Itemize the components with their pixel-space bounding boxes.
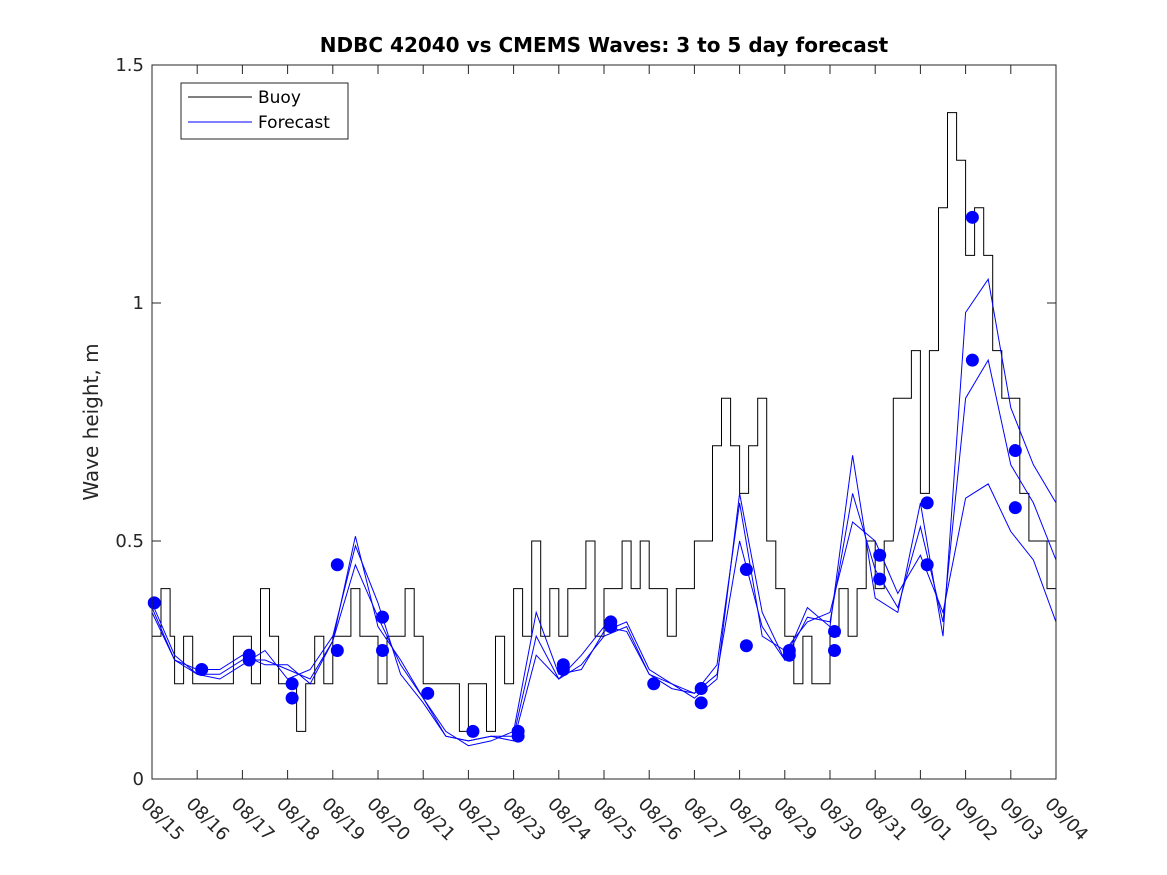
legend-buoy-label: Buoy <box>258 88 301 108</box>
y-tick-label: 0.5 <box>115 531 144 552</box>
legend-forecast-label: Forecast <box>258 113 330 133</box>
forecast-marker <box>1008 444 1022 458</box>
forecast-marker <box>511 729 525 743</box>
forecast-marker <box>376 610 390 624</box>
forecast-marker <box>739 563 753 577</box>
forecast-marker <box>242 653 256 667</box>
forecast-marker <box>873 572 887 586</box>
forecast-marker <box>421 686 435 700</box>
y-tick-label: 1 <box>133 293 144 314</box>
y-tick-label: 0 <box>133 769 144 790</box>
forecast-marker <box>965 353 979 367</box>
forecast-marker <box>330 643 344 657</box>
forecast-marker <box>873 548 887 562</box>
forecast-marker <box>920 496 934 510</box>
forecast-marker <box>556 663 570 677</box>
forecast-marker <box>1008 501 1022 515</box>
plot-area <box>152 65 1056 779</box>
forecast-marker <box>466 724 480 738</box>
forecast-series-line-2 <box>152 277 1056 747</box>
chart-title: NDBC 42040 vs CMEMS Waves: 3 to 5 day fo… <box>320 33 889 57</box>
forecast-marker <box>604 620 618 634</box>
forecast-marker <box>828 643 842 657</box>
legend: Buoy Forecast <box>180 82 349 140</box>
forecast-marker <box>694 682 708 696</box>
forecast-marker <box>782 648 796 662</box>
marker-layer <box>147 210 1022 743</box>
forecast-marker <box>647 677 661 691</box>
legend-box <box>180 82 349 140</box>
series-layer <box>152 112 1056 747</box>
forecast-marker <box>828 624 842 638</box>
forecast-marker <box>694 696 708 710</box>
forecast-marker <box>147 596 161 610</box>
plot-frame <box>151 64 1057 780</box>
forecast-marker <box>195 663 209 677</box>
forecast-series-line-3 <box>152 358 1056 742</box>
forecast-marker <box>285 691 299 705</box>
forecast-marker <box>376 643 390 657</box>
forecast-marker <box>920 558 934 572</box>
forecast-marker <box>739 639 753 653</box>
forecast-marker <box>285 677 299 691</box>
y-tick-label: 1.5 <box>115 55 144 76</box>
forecast-marker <box>965 210 979 224</box>
forecast-marker <box>330 558 344 572</box>
y-axis-label: Wave height, m <box>79 343 103 500</box>
